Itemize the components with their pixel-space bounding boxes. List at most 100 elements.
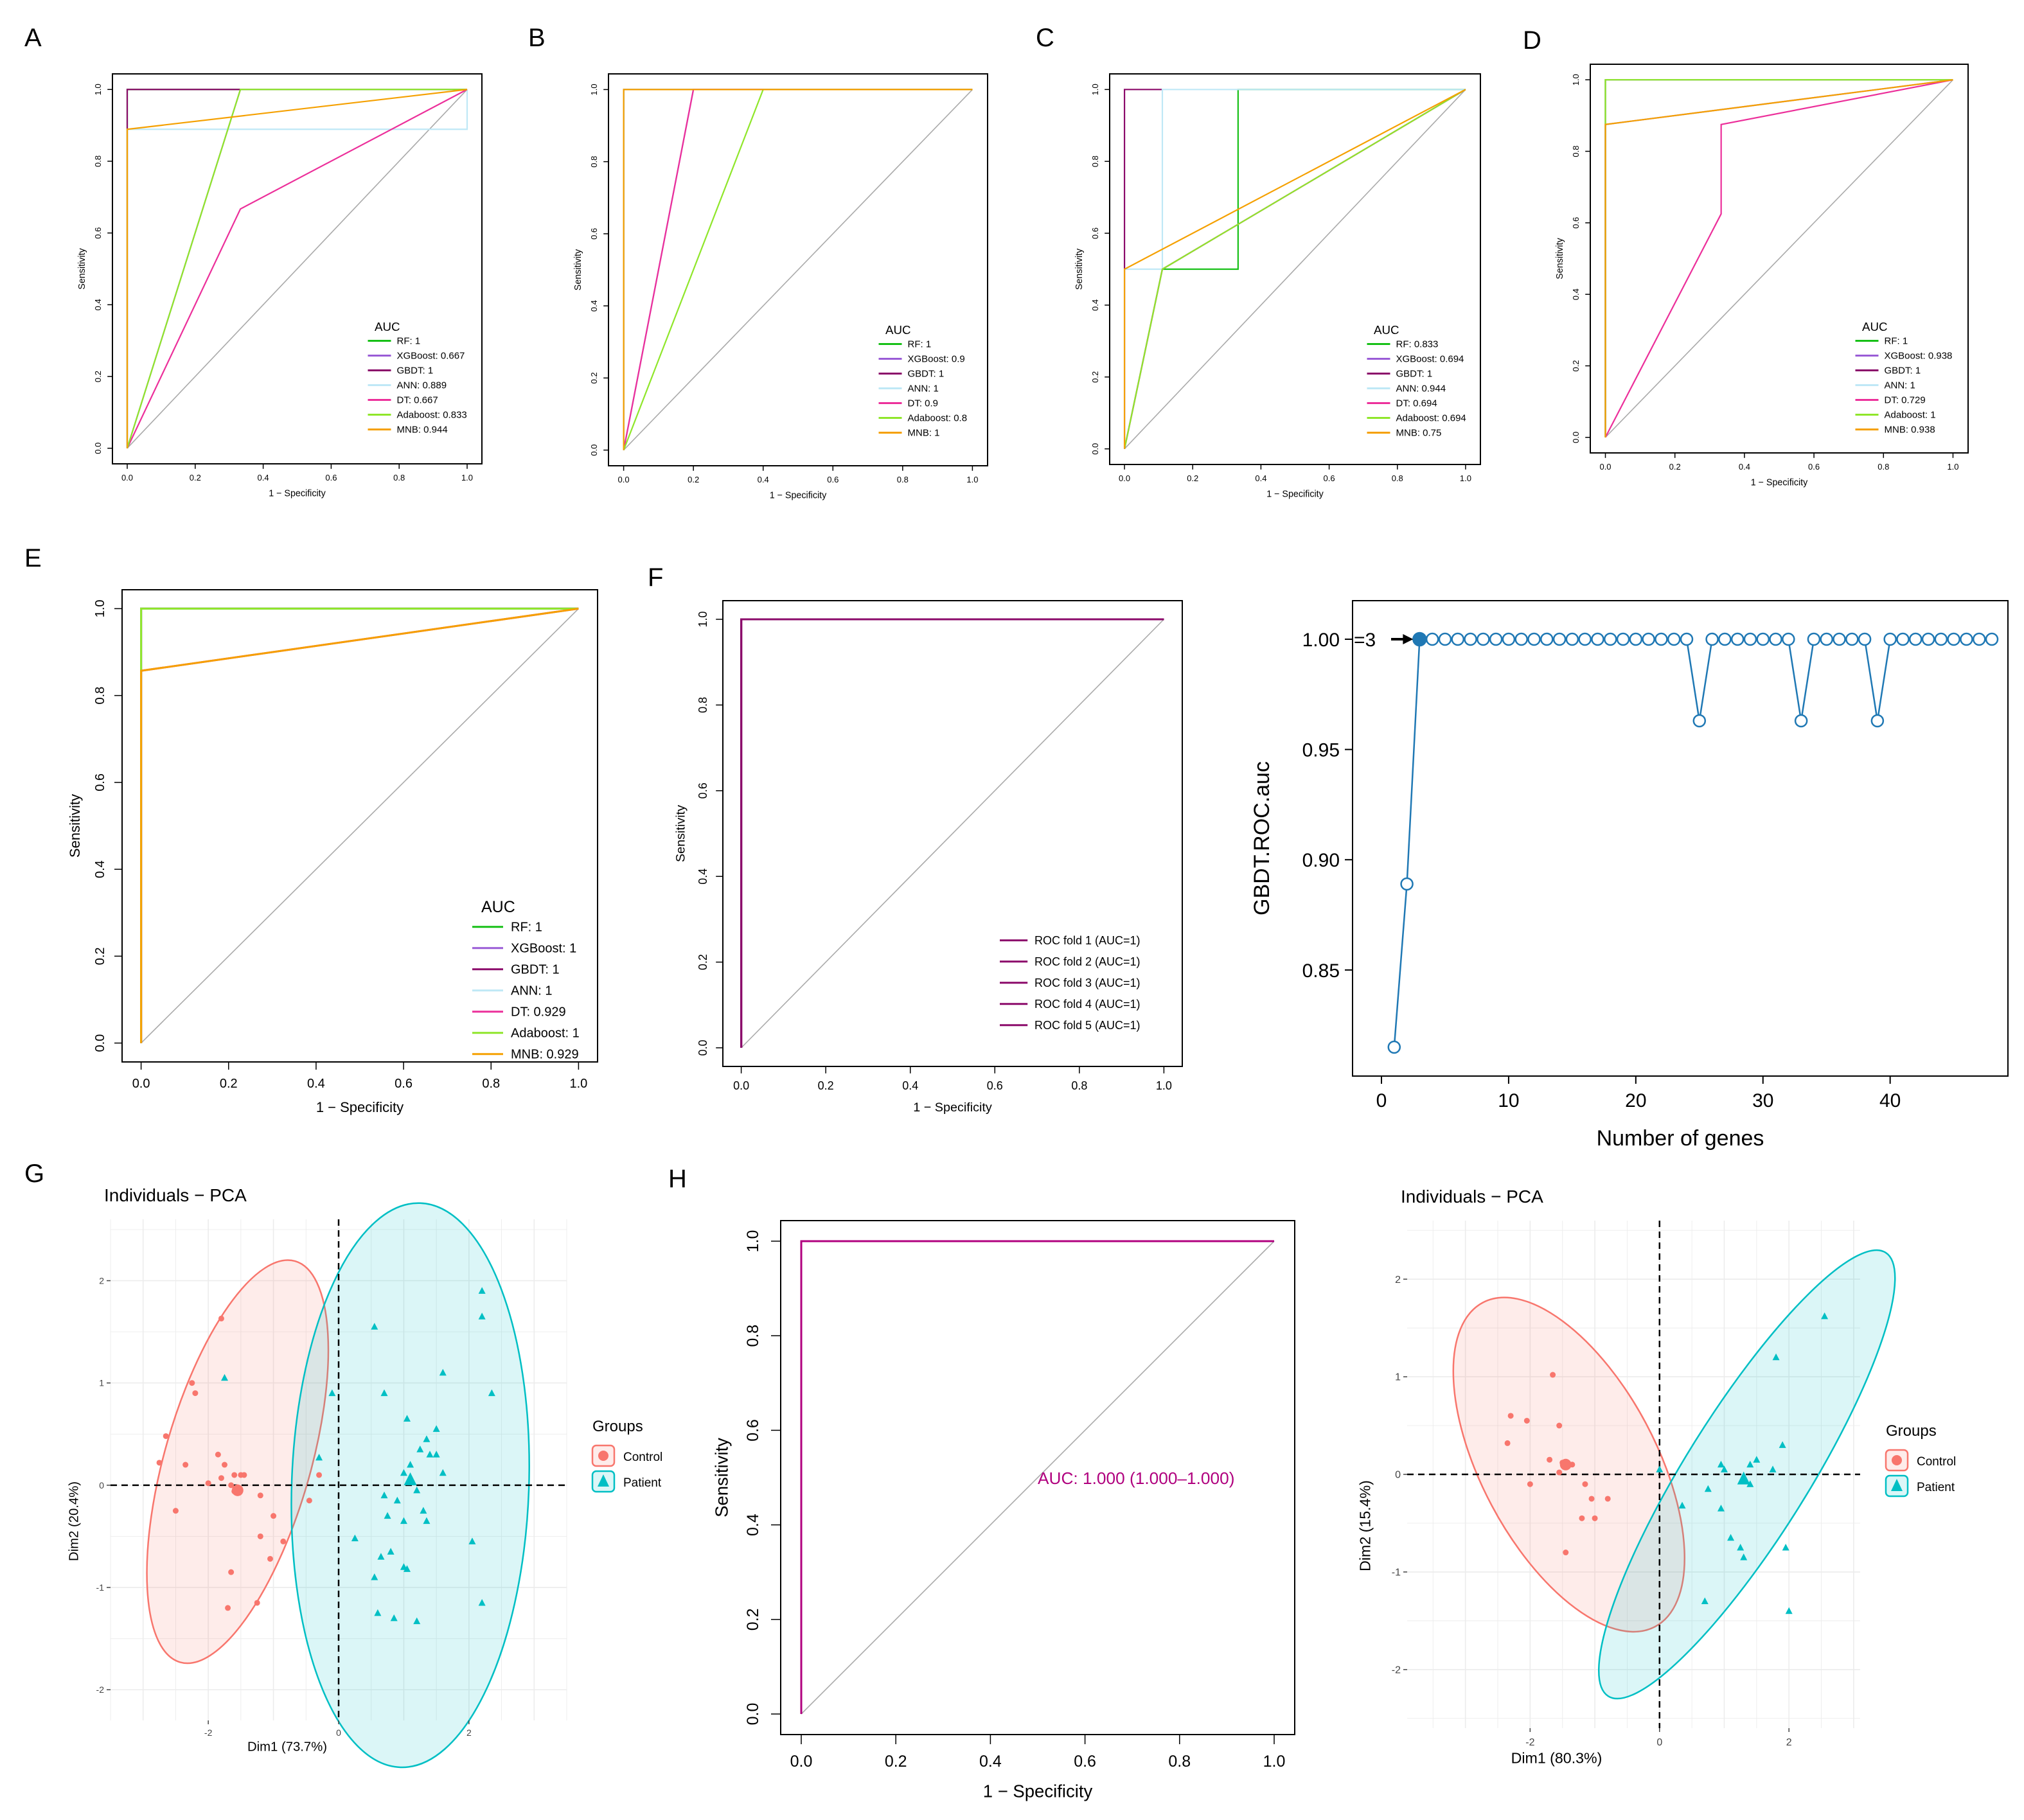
legend-entry: ROC fold 5 (AUC=1)	[1034, 1019, 1141, 1032]
control-point	[228, 1482, 235, 1489]
x-tick-label: 2	[1786, 1737, 1792, 1748]
panel-letter-f: F	[648, 563, 663, 592]
legend-entry: Patient	[623, 1476, 662, 1490]
y-axis-label: GBDT.ROC.auc	[1250, 761, 1274, 915]
patient-point	[393, 1496, 401, 1504]
patient-point	[1704, 1485, 1712, 1492]
data-point	[1870, 714, 1885, 728]
data-point	[1667, 632, 1681, 646]
panel-letter-b: B	[528, 24, 546, 52]
data-point	[1642, 632, 1655, 646]
legend-entry: Adaboost: 0.833	[397, 410, 467, 421]
data-point	[1896, 632, 1910, 646]
plot-frame	[780, 1220, 1295, 1735]
patient-point	[371, 1323, 378, 1330]
y-tick-label: 0.0	[744, 1703, 762, 1726]
patient-point	[432, 1425, 440, 1432]
y-tick-label: 0.6	[744, 1419, 762, 1442]
legend-title: Groups	[1886, 1422, 1937, 1440]
legend-entry: RF: 1	[397, 336, 421, 347]
roc-panel-e: 0.0 0.2 0.4 0.6 0.8 1.0 0.0 0.2 0.4 0.6 0.8 1.0 1 − …	[67, 589, 598, 1115]
legend-control-symbol	[598, 1451, 608, 1461]
data-point	[1540, 632, 1554, 646]
control-point	[182, 1462, 189, 1468]
patient-point	[1782, 1543, 1789, 1551]
patient-point	[328, 1389, 336, 1397]
control-point	[163, 1433, 169, 1439]
data-point	[1705, 632, 1719, 646]
panel-letter-g: G	[24, 1160, 44, 1188]
panel-letter-e: E	[24, 544, 42, 572]
data-point	[1565, 632, 1579, 646]
y-tick-label: 0.6	[697, 782, 709, 799]
y-tick-label: 1.00	[1302, 630, 1340, 651]
data-point	[1591, 632, 1604, 646]
x-tick-label: 1.0	[1460, 473, 1471, 483]
patient-point	[1746, 1460, 1754, 1468]
control-point	[192, 1390, 199, 1397]
data-point	[1629, 632, 1643, 646]
patient-point	[407, 1461, 414, 1468]
control-point	[189, 1380, 195, 1386]
plot-frame	[1352, 600, 2009, 1077]
legend-entry: RF: 1	[511, 921, 542, 935]
patient-point	[478, 1598, 486, 1606]
charts-layer: 0.0 0.2 0.4 0.6 0.8 1.0 0.0 0.2 0.4 0.6 0.8 1.0 1 − …	[67, 64, 2009, 1801]
x-tick-label: 1.0	[1156, 1079, 1172, 1092]
y-axis-label: Sensitivity	[77, 247, 87, 289]
legend-entry: MNB: 0.929	[511, 1048, 579, 1062]
x-tick-label: 1.0	[966, 475, 978, 484]
data-point	[1807, 632, 1821, 646]
x-tick-label: 0.0	[618, 475, 630, 484]
plot-frame	[722, 600, 1183, 1067]
x-tick-label: 0.2	[688, 475, 699, 484]
legend-entry: ANN: 1	[908, 384, 939, 394]
y-tick-label: 1.0	[697, 611, 709, 627]
data-point	[1947, 632, 1960, 646]
patient-point	[413, 1617, 421, 1625]
plot-frame	[121, 589, 598, 1063]
diagonal-reference-line	[801, 1241, 1275, 1715]
x-tick-label: 0.8	[897, 475, 909, 484]
patient-point	[423, 1517, 431, 1524]
plot-frame	[608, 73, 988, 466]
x-tick-label: 0.6	[987, 1079, 1003, 1092]
roc-curve-dt	[127, 89, 468, 449]
legend-entry: ANN: 1	[511, 984, 552, 998]
x-tick-label: 0.0	[1599, 462, 1611, 472]
legend-entry: DT: 0.694	[1396, 398, 1437, 409]
y-axis-label: Sensitivity	[1074, 248, 1085, 290]
legend-entry: ROC fold 1 (AUC=1)	[1034, 934, 1141, 947]
legend-entry: XGBoost: 0.667	[397, 351, 465, 362]
control-point	[1507, 1413, 1514, 1419]
data-point	[1464, 632, 1477, 646]
control-point	[1550, 1372, 1556, 1378]
chart-title: Individuals − PCA	[1401, 1187, 1543, 1206]
x-tick-label: 0.6	[827, 475, 839, 484]
panel-letter-c: C	[1036, 24, 1054, 52]
patient-point	[400, 1517, 407, 1524]
roc-curve-mnb	[1604, 79, 1953, 437]
x-tick-label: 0.2	[220, 1077, 238, 1091]
control-centroid	[1559, 1458, 1572, 1471]
control-point	[280, 1538, 287, 1544]
y-tick-label: 0.6	[93, 227, 103, 239]
y-tick-label: 1.0	[1090, 84, 1100, 95]
y-tick-label: 0.0	[93, 443, 103, 454]
patient-point	[377, 1553, 385, 1560]
y-tick-label: 0.8	[1571, 145, 1581, 157]
data-point	[1845, 632, 1859, 646]
diagonal-reference-line	[141, 608, 579, 1044]
y-tick-label: 0.95	[1302, 740, 1340, 761]
patient-point	[387, 1548, 395, 1555]
patient-point	[439, 1469, 447, 1476]
panel-letter-a: A	[24, 24, 42, 52]
x-axis-label: 1 − Specificity	[1751, 478, 1808, 488]
legend-entry: RF: 1	[1885, 336, 1908, 347]
y-tick-label: -1	[96, 1582, 105, 1593]
y-tick-label: 0.8	[697, 697, 709, 713]
legend-entry: GBDT: 1	[908, 369, 945, 380]
data-point	[1756, 632, 1770, 646]
chart-title: Individuals − PCA	[104, 1185, 247, 1205]
data-point	[1883, 632, 1897, 646]
